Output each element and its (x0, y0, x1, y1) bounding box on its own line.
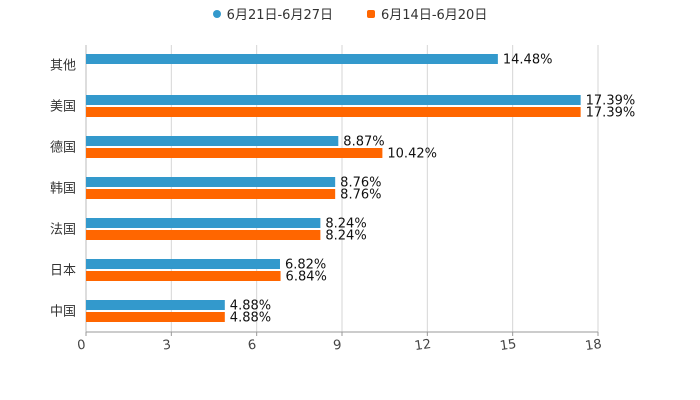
x-tick-label: 6 (247, 338, 257, 354)
y-category-label: 中国 (50, 305, 76, 320)
data-label: 8.24% (325, 229, 366, 244)
bar[interactable] (86, 312, 225, 322)
bar[interactable] (86, 271, 281, 281)
data-label: 6.84% (286, 270, 327, 285)
legend: 6月21日-6月27日 6月14日-6月20日 (0, 4, 700, 23)
data-label: 4.88% (230, 299, 271, 314)
data-label: 4.88% (230, 311, 271, 326)
y-category-label: 德国 (50, 141, 76, 156)
data-label: 8.87% (343, 135, 384, 150)
y-category-label: 法国 (50, 223, 76, 238)
bar[interactable] (86, 95, 581, 105)
y-category-label: 其他 (50, 59, 76, 74)
y-category-label: 日本 (50, 264, 76, 279)
data-label: 14.48% (503, 53, 553, 68)
bar[interactable] (86, 189, 336, 199)
bar[interactable] (86, 300, 225, 310)
data-label: 17.39% (586, 94, 636, 109)
legend-label: 6月14日-6月20日 (381, 8, 488, 23)
y-category-label: 韩国 (50, 182, 76, 197)
bar[interactable] (86, 148, 383, 158)
x-tick-label: 18 (584, 337, 602, 354)
data-label: 8.76% (340, 188, 381, 203)
legend-item-series-0[interactable]: 6月21日-6月27日 (212, 4, 333, 23)
data-label: 6.82% (285, 258, 326, 273)
bar[interactable] (86, 230, 321, 240)
bar[interactable] (86, 259, 280, 269)
bar[interactable] (86, 177, 336, 187)
legend-item-series-1[interactable]: 6月14日-6月20日 (367, 4, 487, 23)
x-tick-label: 9 (332, 338, 342, 354)
data-label: 17.39% (586, 106, 636, 121)
legend-marker-circle-icon (212, 9, 221, 18)
x-tick-label: 3 (162, 338, 172, 354)
legend-marker-square-icon (367, 9, 375, 18)
bar[interactable] (86, 218, 321, 228)
bar[interactable] (86, 107, 581, 117)
x-tick-label: 0 (76, 338, 86, 354)
y-category-label: 美国 (50, 100, 76, 115)
data-label: 8.24% (325, 217, 366, 232)
data-label: 10.42% (387, 147, 437, 162)
data-label: 8.76% (340, 176, 381, 191)
x-tick-label: 15 (499, 337, 517, 354)
bar[interactable] (86, 54, 498, 64)
bar[interactable] (86, 136, 339, 146)
x-tick-label: 12 (414, 337, 432, 354)
legend-label: 6月21日-6月27日 (226, 8, 333, 23)
